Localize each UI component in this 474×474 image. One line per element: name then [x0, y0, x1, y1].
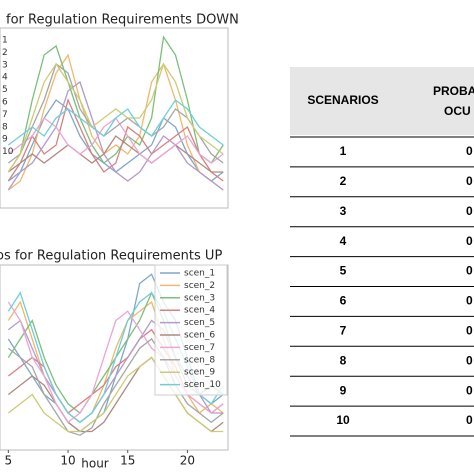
- legend-label: scen_3: [184, 293, 215, 303]
- chart-title: os for Regulation Requirements UP: [0, 249, 222, 264]
- table-cell: 0: [466, 324, 473, 338]
- series: [7, 99, 224, 146]
- series: [7, 98, 224, 182]
- table-cell: 6: [340, 294, 347, 308]
- plot-frame: [0, 27, 229, 209]
- legend-label: 7: [2, 110, 8, 120]
- line: [7, 53, 224, 191]
- line: [7, 135, 224, 173]
- table-cell: 7: [340, 324, 347, 338]
- x-tick-label: 20: [180, 454, 195, 468]
- series: [7, 35, 224, 173]
- table-cell: 10: [336, 413, 350, 427]
- line: [7, 35, 224, 173]
- legend-label: scen_5: [184, 318, 215, 328]
- table-cell: 0: [466, 174, 473, 188]
- series: [7, 62, 224, 173]
- legend-label: 9: [2, 135, 8, 145]
- table-header-bg: [290, 67, 474, 135]
- series: [7, 53, 224, 191]
- table-cell: 2: [340, 174, 347, 188]
- legend-label: scen_9: [184, 368, 215, 378]
- x-tick-label: 10: [60, 454, 75, 468]
- legend-label: 5: [2, 85, 8, 95]
- legend-label: 4: [2, 73, 8, 83]
- line: [7, 62, 224, 173]
- legend-label: scen_7: [184, 343, 215, 353]
- table-cell: 3: [340, 204, 347, 218]
- table-cell: 0: [466, 383, 473, 397]
- legend-label: 1: [2, 36, 8, 46]
- x-tick-label: 5: [5, 454, 13, 468]
- table-cell: 0: [466, 204, 473, 218]
- table-cell: 9: [340, 383, 347, 397]
- table-cell: 0: [466, 234, 473, 248]
- table-cell: 1: [340, 144, 347, 158]
- series: [7, 80, 224, 191]
- series: [7, 135, 224, 173]
- legend-label: scen_6: [184, 331, 215, 341]
- legend-label: 8: [2, 122, 8, 132]
- table-cell: 0: [466, 413, 473, 427]
- legend-label: scen_10: [184, 380, 221, 390]
- table-cell: 4: [340, 234, 347, 248]
- table-cell: 5: [340, 264, 347, 278]
- table-header: OCU: [444, 104, 471, 118]
- x-axis-label: hour: [81, 457, 109, 471]
- legend-label: scen_1: [184, 269, 215, 279]
- legend-label: 3: [2, 60, 8, 70]
- legend-box: [154, 264, 228, 396]
- line: [7, 356, 224, 433]
- series: [7, 356, 224, 433]
- legend-label: 10: [2, 147, 14, 157]
- x-tick-label: 15: [120, 454, 135, 468]
- table-header: SCENARIOS: [307, 93, 378, 107]
- table-cell: 0: [466, 294, 473, 308]
- chart-title: for Regulation Requirements DOWN: [6, 13, 239, 28]
- line: [7, 98, 224, 182]
- legend-label: scen_8: [184, 355, 215, 365]
- legend-label: 2: [2, 48, 8, 58]
- legend-label: 6: [2, 98, 8, 108]
- line: [7, 80, 224, 191]
- table-cell: 0: [466, 144, 473, 158]
- table-header: PROBA: [433, 84, 474, 98]
- line: [7, 338, 224, 436]
- legend-label: scen_2: [184, 281, 215, 291]
- table-cell: 8: [340, 353, 347, 367]
- table-cell: 0: [466, 353, 473, 367]
- table-cell: 0: [466, 264, 473, 278]
- legend-label: scen_4: [184, 306, 215, 316]
- line: [7, 99, 224, 146]
- series: [7, 338, 224, 436]
